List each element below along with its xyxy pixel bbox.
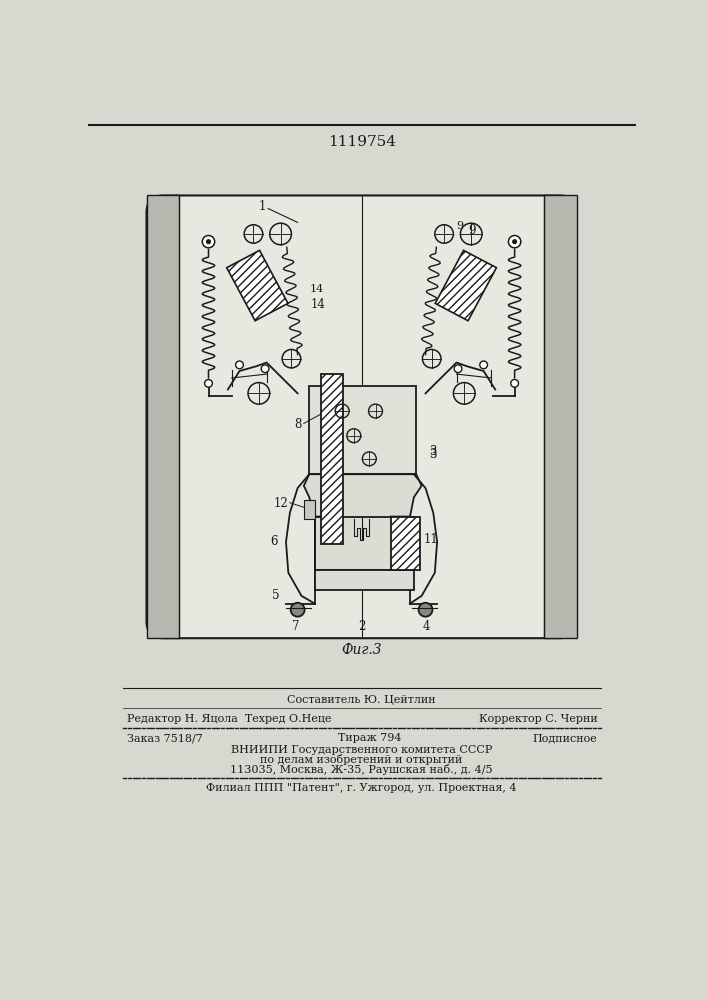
- Text: 14: 14: [311, 298, 326, 311]
- Circle shape: [206, 240, 211, 244]
- Circle shape: [419, 603, 433, 617]
- Text: 1: 1: [259, 200, 267, 213]
- Text: Корректор С. Черни: Корректор С. Черни: [479, 714, 597, 724]
- Circle shape: [235, 361, 243, 369]
- Text: 4: 4: [423, 620, 430, 634]
- Circle shape: [291, 603, 305, 617]
- Text: 2: 2: [358, 620, 366, 634]
- Text: 1119754: 1119754: [328, 135, 396, 149]
- FancyBboxPatch shape: [146, 195, 577, 638]
- Text: 3: 3: [429, 448, 437, 461]
- Text: Редактор Н. Яцола  Техред О.Неце: Редактор Н. Яцола Техред О.Неце: [127, 714, 332, 724]
- Text: 3: 3: [429, 445, 437, 458]
- Bar: [391, 517, 420, 570]
- Text: Подписное: Подписное: [533, 733, 597, 743]
- Text: 5: 5: [272, 589, 280, 602]
- Bar: [309, 386, 416, 474]
- Text: 7: 7: [292, 620, 300, 634]
- Text: ВНИИПИ Государственного комитета СССР: ВНИИПИ Государственного комитета СССР: [231, 745, 492, 755]
- Circle shape: [454, 365, 462, 373]
- Bar: [321, 374, 343, 544]
- Text: по делам изобретений и открытий: по делам изобретений и открытий: [260, 754, 463, 765]
- Circle shape: [513, 240, 517, 244]
- Text: 9: 9: [457, 221, 464, 231]
- Text: 113035, Москва, Ж-35, Раушская наб., д. 4/5: 113035, Москва, Ж-35, Раушская наб., д. …: [230, 764, 493, 775]
- Text: Заказ 7518/7: Заказ 7518/7: [127, 733, 203, 743]
- Bar: [315, 570, 414, 590]
- Polygon shape: [227, 250, 288, 321]
- Circle shape: [261, 365, 269, 373]
- Text: 8: 8: [294, 418, 301, 431]
- Bar: [146, 195, 179, 638]
- Circle shape: [202, 235, 215, 248]
- Polygon shape: [304, 474, 421, 540]
- Polygon shape: [436, 250, 496, 321]
- Circle shape: [508, 235, 521, 248]
- Text: 9: 9: [468, 224, 476, 237]
- Text: Фиг.3: Фиг.3: [341, 643, 382, 657]
- Bar: [544, 195, 577, 638]
- Text: Филиал ППП "Патент", г. Ужгород, ул. Проектная, 4: Филиал ППП "Патент", г. Ужгород, ул. Про…: [206, 783, 517, 793]
- Text: 12: 12: [274, 497, 288, 510]
- Text: 14: 14: [309, 284, 324, 294]
- Circle shape: [510, 379, 518, 387]
- Text: Составитель Ю. Цейтлин: Составитель Ю. Цейтлин: [287, 695, 436, 705]
- Circle shape: [480, 361, 488, 369]
- Text: 11: 11: [423, 533, 438, 546]
- Text: Тираж 794: Тираж 794: [339, 733, 402, 743]
- Bar: [304, 500, 315, 519]
- Circle shape: [204, 379, 212, 387]
- Text: 6: 6: [270, 535, 277, 548]
- Bar: [315, 517, 414, 570]
